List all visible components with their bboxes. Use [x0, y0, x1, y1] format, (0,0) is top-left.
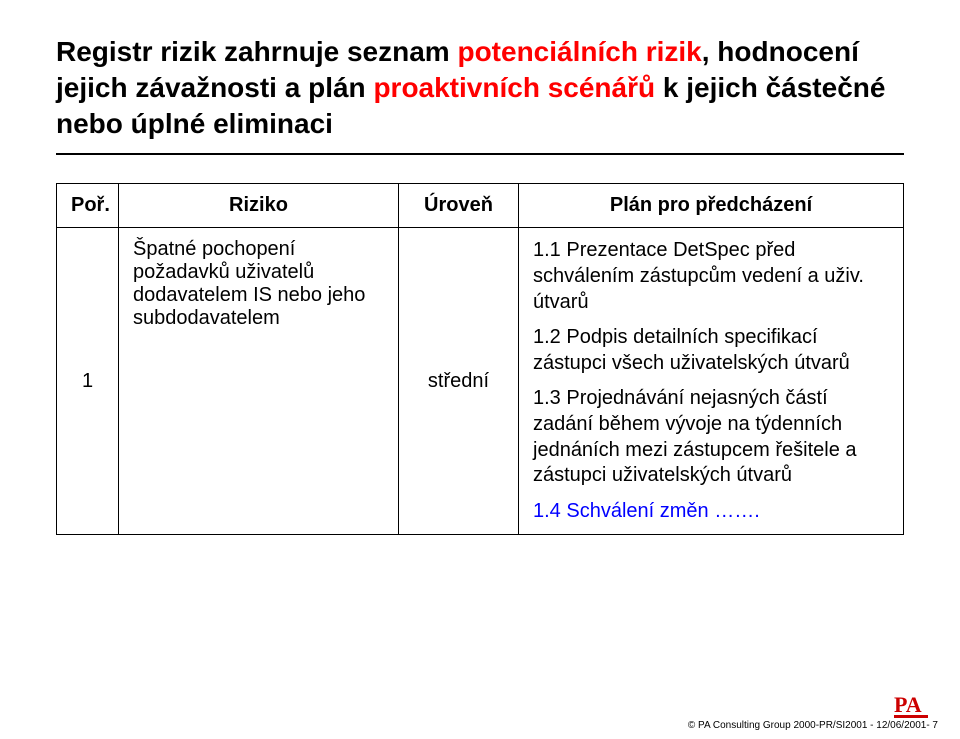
plan-item-text: Schválení změn …….	[566, 500, 759, 522]
cell-plan: 1.1 Prezentace DetSpec před schválením z…	[519, 228, 904, 535]
title-part: Registr rizik zahrnuje seznam	[56, 36, 457, 67]
plan-item-text: Projednávání nejasných částí zadání běhe…	[533, 387, 857, 486]
plan-item: 1.3 Projednávání nejasných částí zadání …	[533, 386, 889, 488]
logo-text: PA	[894, 692, 922, 717]
col-header-uroven: Úroveň	[399, 184, 519, 228]
title-red-2: proaktivních scénářů	[373, 72, 655, 103]
col-header-por: Poř.	[57, 184, 119, 228]
cell-riziko: Špatné pochopení požadavků uživatelů dod…	[119, 228, 399, 535]
risk-table: Poř. Riziko Úroveň Plán pro předcházení …	[56, 183, 904, 535]
title-rule	[56, 153, 904, 155]
page-title: Registr rizik zahrnuje seznam potenciáln…	[56, 34, 904, 141]
logo-underline	[894, 715, 928, 718]
title-red-1: potenciálních rizik	[457, 36, 701, 67]
plan-item: 1.4 Schválení změn …….	[533, 499, 889, 525]
plan-item: 1.2 Podpis detailních specifikací zástup…	[533, 325, 889, 376]
plan-list: 1.1 Prezentace DetSpec před schválením z…	[533, 238, 889, 524]
plan-item-number: 1.3	[533, 387, 566, 409]
cell-por: 1	[57, 228, 119, 535]
plan-item-number: 1.4	[533, 500, 566, 522]
table-row: 1 Špatné pochopení požadavků uživatelů d…	[57, 228, 904, 535]
table-header-row: Poř. Riziko Úroveň Plán pro předcházení	[57, 184, 904, 228]
plan-item-text: Prezentace DetSpec před schválením zástu…	[533, 239, 864, 312]
copyright-text: © PA Consulting Group 2000-PR/SI2001 - 1…	[688, 720, 938, 731]
col-header-riziko: Riziko	[119, 184, 399, 228]
plan-item-text: Podpis detailních specifikací zástupci v…	[533, 326, 850, 374]
plan-item-number: 1.1	[533, 239, 566, 261]
plan-item: 1.1 Prezentace DetSpec před schválením z…	[533, 238, 889, 315]
plan-item-number: 1.2	[533, 326, 566, 348]
footer: PA © PA Consulting Group 2000-PR/SI2001 …	[688, 692, 938, 731]
cell-uroven: střední	[399, 228, 519, 535]
col-header-plan: Plán pro předcházení	[519, 184, 904, 228]
page: Registr rizik zahrnuje seznam potenciáln…	[0, 0, 960, 739]
logo-pa-icon: PA	[894, 692, 938, 718]
